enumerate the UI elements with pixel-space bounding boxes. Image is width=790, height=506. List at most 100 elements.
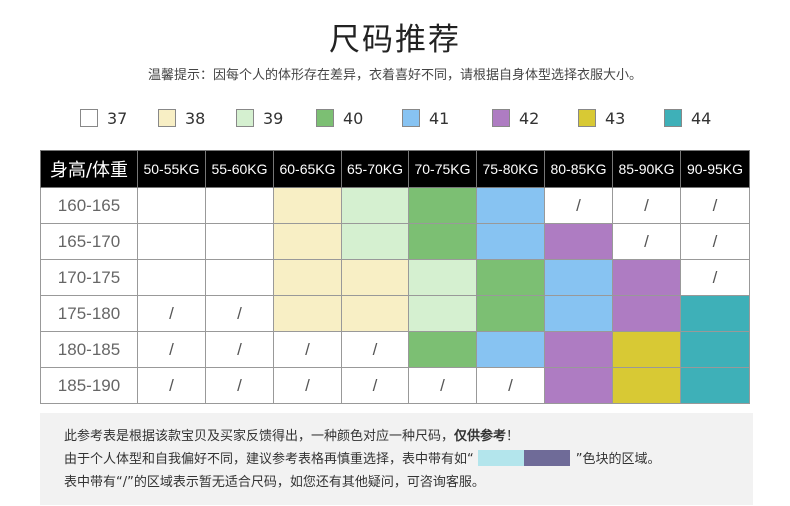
note-text: 此参考表是根据该款宝贝及买家反馈得出，一种颜色对应一种尺码，: [64, 429, 455, 444]
legend-size: 40: [343, 109, 364, 128]
size-cell: [680, 331, 750, 368]
corner-header: 身高/体重: [40, 150, 138, 188]
weight-header: 90-95KG: [680, 150, 750, 188]
weight-header: 80-85KG: [544, 150, 613, 188]
size-cell: [612, 295, 681, 332]
unavailable-cell: /: [273, 331, 342, 368]
legend-size: 42: [519, 109, 540, 128]
weight-header: 85-90KG: [612, 150, 681, 188]
size-cell: [273, 259, 342, 296]
size-cell: [544, 331, 613, 368]
table-row: 165-170 //: [40, 223, 750, 260]
weight-header: 75-80KG: [476, 150, 545, 188]
size-cell: [544, 259, 613, 296]
unavailable-cell: /: [273, 367, 342, 404]
empty-cell: [205, 223, 274, 260]
table-row: 175-180//: [40, 295, 750, 332]
unavailable-cell: /: [612, 223, 681, 260]
weight-header: 50-55KG: [137, 150, 206, 188]
legend-swatch: [316, 109, 334, 127]
size-cell: [408, 187, 477, 224]
size-cell: [544, 223, 613, 260]
height-label: 160-165: [40, 187, 138, 224]
size-cell: [341, 259, 409, 296]
note-line-1: 此参考表是根据该款宝贝及买家反馈得出，一种颜色对应一种尺码，仅供参考！: [64, 425, 753, 448]
legend-size: 39: [263, 109, 284, 128]
weight-header: 55-60KG: [205, 150, 274, 188]
size-cell: [476, 295, 545, 332]
legend-swatch: [578, 109, 596, 127]
table-header-row: 身高/体重 50-55KG 55-60KG 60-65KG 65-70KG 70-75K…: [40, 150, 750, 188]
legend-size: 44: [691, 109, 712, 128]
height-label: 165-170: [40, 223, 138, 260]
empty-cell: [137, 259, 206, 296]
height-label: 180-185: [40, 331, 138, 368]
size-cell: [341, 295, 409, 332]
size-cell: [612, 367, 681, 404]
empty-cell: [137, 223, 206, 260]
size-cell: [273, 223, 342, 260]
size-cell: [273, 295, 342, 332]
size-cell: [612, 259, 681, 296]
size-cell: [408, 295, 477, 332]
size-cell: [341, 223, 409, 260]
size-cell: [476, 187, 545, 224]
empty-cell: [205, 187, 274, 224]
weight-header: 65-70KG: [341, 150, 409, 188]
unavailable-cell: /: [680, 223, 750, 260]
notes-panel: 此参考表是根据该款宝贝及买家反馈得出，一种颜色对应一种尺码，仅供参考！ 由于个人…: [40, 413, 753, 505]
legend-size: 41: [429, 109, 450, 128]
size-tip: 温馨提示：因每个人的体形存在差异，衣着喜好不同，请根据自身体型选择衣服大小。: [147, 68, 642, 83]
size-cell: [680, 367, 750, 404]
unavailable-cell: /: [612, 187, 681, 224]
legend-size: 38: [185, 109, 206, 128]
unavailable-cell: /: [341, 331, 409, 368]
size-cell: [273, 187, 342, 224]
height-label: 175-180: [40, 295, 138, 332]
size-cell: [476, 223, 545, 260]
page-title: 尺码推荐: [329, 22, 461, 58]
note-line-3: 表中带有“/”的区域表示暂无适合尺码，如您还有其他疑问，可咨询客服。: [64, 475, 485, 490]
unavailable-cell: /: [544, 187, 613, 224]
legend-size: 37: [107, 109, 128, 128]
sample-color-swatch: [523, 450, 570, 466]
legend-swatch: [80, 109, 98, 127]
legend-size: 43: [605, 109, 626, 128]
legend-swatch: [402, 109, 420, 127]
unavailable-cell: /: [137, 295, 206, 332]
unavailable-cell: /: [476, 367, 545, 404]
legend-swatch: [492, 109, 510, 127]
table-row: 180-185// / /: [40, 331, 750, 368]
note-text: 由于个人体型和自我偏好不同，建议参考表格再慎重选择，表中带有如“: [64, 452, 474, 467]
unavailable-cell: /: [137, 331, 206, 368]
height-label: 170-175: [40, 259, 138, 296]
note-text: ”色块的区域。: [575, 452, 661, 467]
empty-cell: [137, 187, 206, 224]
size-cell: [408, 223, 477, 260]
size-cell: [408, 259, 477, 296]
legend-swatch: [664, 109, 682, 127]
size-cell: [544, 367, 613, 404]
size-cell: [680, 295, 750, 332]
unavailable-cell: /: [205, 295, 274, 332]
unavailable-cell: /: [680, 259, 750, 296]
table-row: 185-190// / / / /: [40, 367, 750, 404]
size-cell: [476, 331, 545, 368]
size-cell: [544, 295, 613, 332]
table-row: 170-175 /: [40, 259, 750, 296]
unavailable-cell: /: [341, 367, 409, 404]
legend-swatch: [236, 109, 254, 127]
empty-cell: [205, 259, 274, 296]
note-emphasis: 仅供参考: [454, 429, 507, 444]
size-cell: [612, 331, 681, 368]
unavailable-cell: /: [408, 367, 477, 404]
weight-header: 70-75KG: [408, 150, 477, 188]
unavailable-cell: /: [205, 331, 274, 368]
table-row: 160-165// /: [40, 187, 750, 224]
unavailable-cell: /: [680, 187, 750, 224]
weight-header: 60-65KG: [273, 150, 342, 188]
note-text: ！: [506, 429, 520, 444]
legend-swatch: [158, 109, 176, 127]
height-label: 185-190: [40, 367, 138, 404]
size-cell: [476, 259, 545, 296]
